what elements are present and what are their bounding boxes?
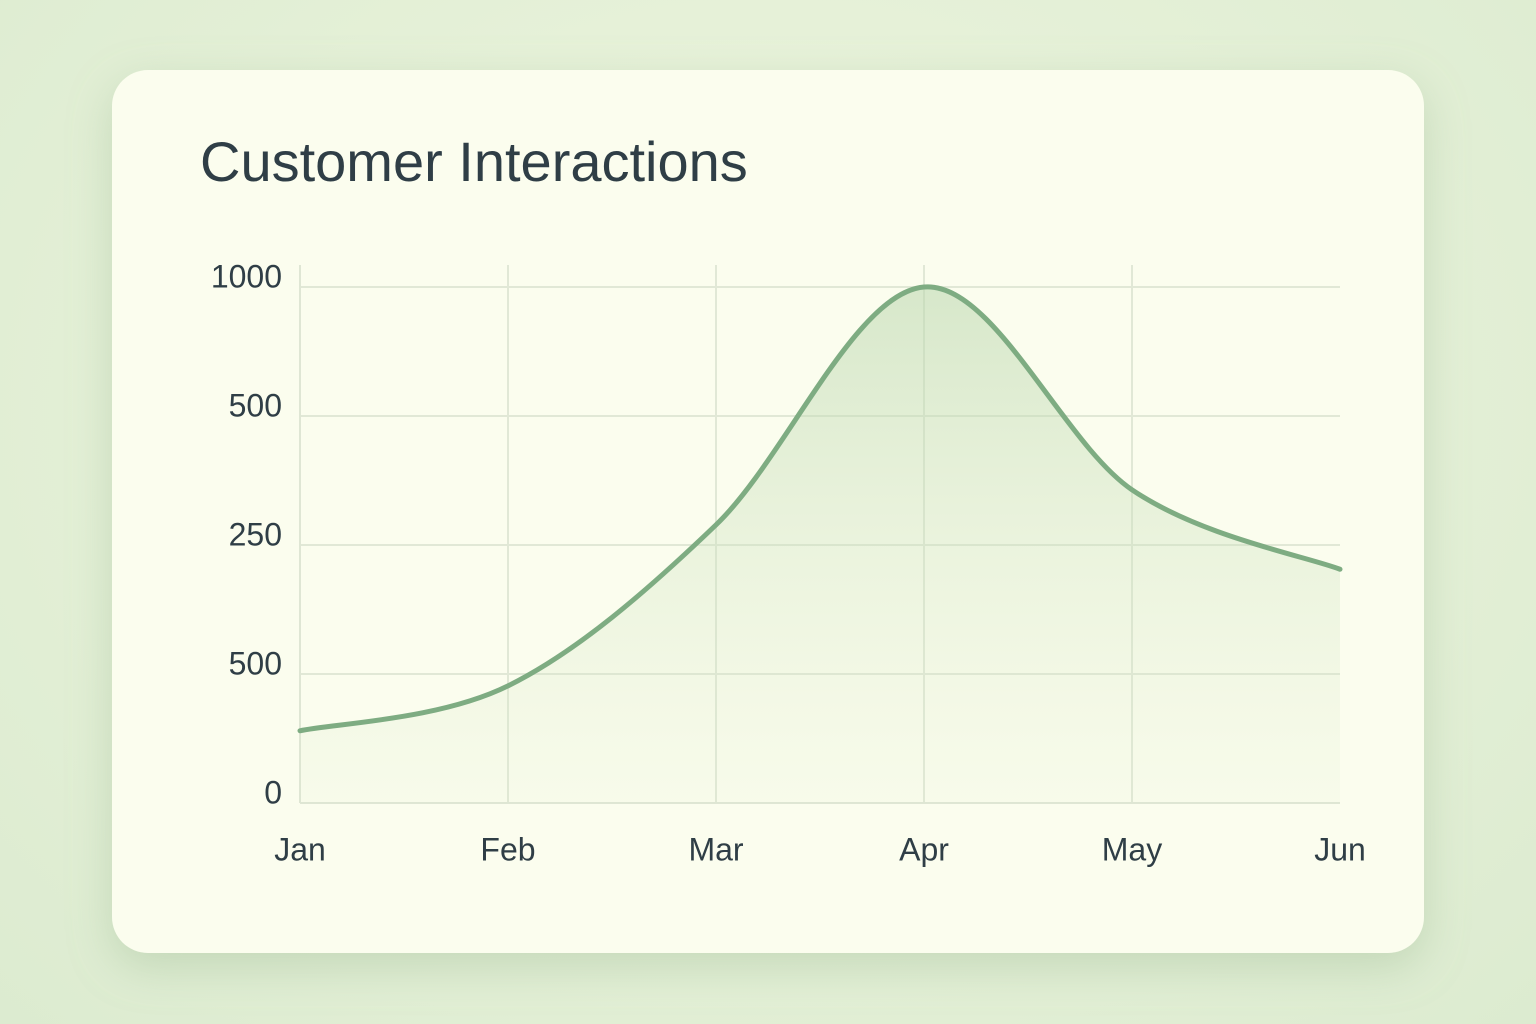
plot: 0 500 250 500 1000 Jan Feb Mar Apr May Jun — [211, 258, 1366, 867]
x-tick-label: May — [1102, 831, 1162, 867]
x-tick-label: Jun — [1314, 831, 1366, 867]
y-tick-label: 500 — [229, 645, 282, 681]
x-tick-label: Apr — [899, 831, 949, 867]
line — [297, 284, 1343, 734]
y-tick-label: 250 — [229, 516, 282, 552]
x-tick-label: Feb — [480, 831, 535, 867]
y-tick-label: 0 — [264, 774, 282, 810]
chart-title: Customer Interactions — [200, 130, 748, 193]
x-tick-label: Mar — [688, 831, 743, 867]
y-tick-label: 1000 — [211, 258, 282, 294]
area — [300, 286, 1340, 803]
x-tick-label: Jan — [274, 831, 326, 867]
y-tick-label: 500 — [229, 387, 282, 423]
